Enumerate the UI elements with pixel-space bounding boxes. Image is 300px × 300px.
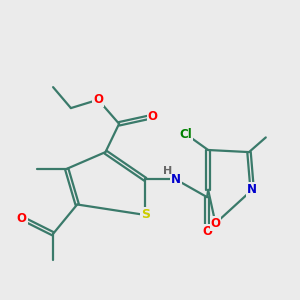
Text: Cl: Cl [180, 128, 193, 141]
Text: S: S [141, 208, 150, 221]
Text: O: O [148, 110, 158, 123]
Text: O: O [16, 212, 27, 225]
Text: O: O [93, 93, 103, 106]
Text: H: H [163, 167, 172, 176]
Text: N: N [247, 183, 257, 196]
Text: O: O [211, 217, 220, 230]
Text: O: O [202, 225, 212, 238]
Text: N: N [171, 173, 181, 186]
